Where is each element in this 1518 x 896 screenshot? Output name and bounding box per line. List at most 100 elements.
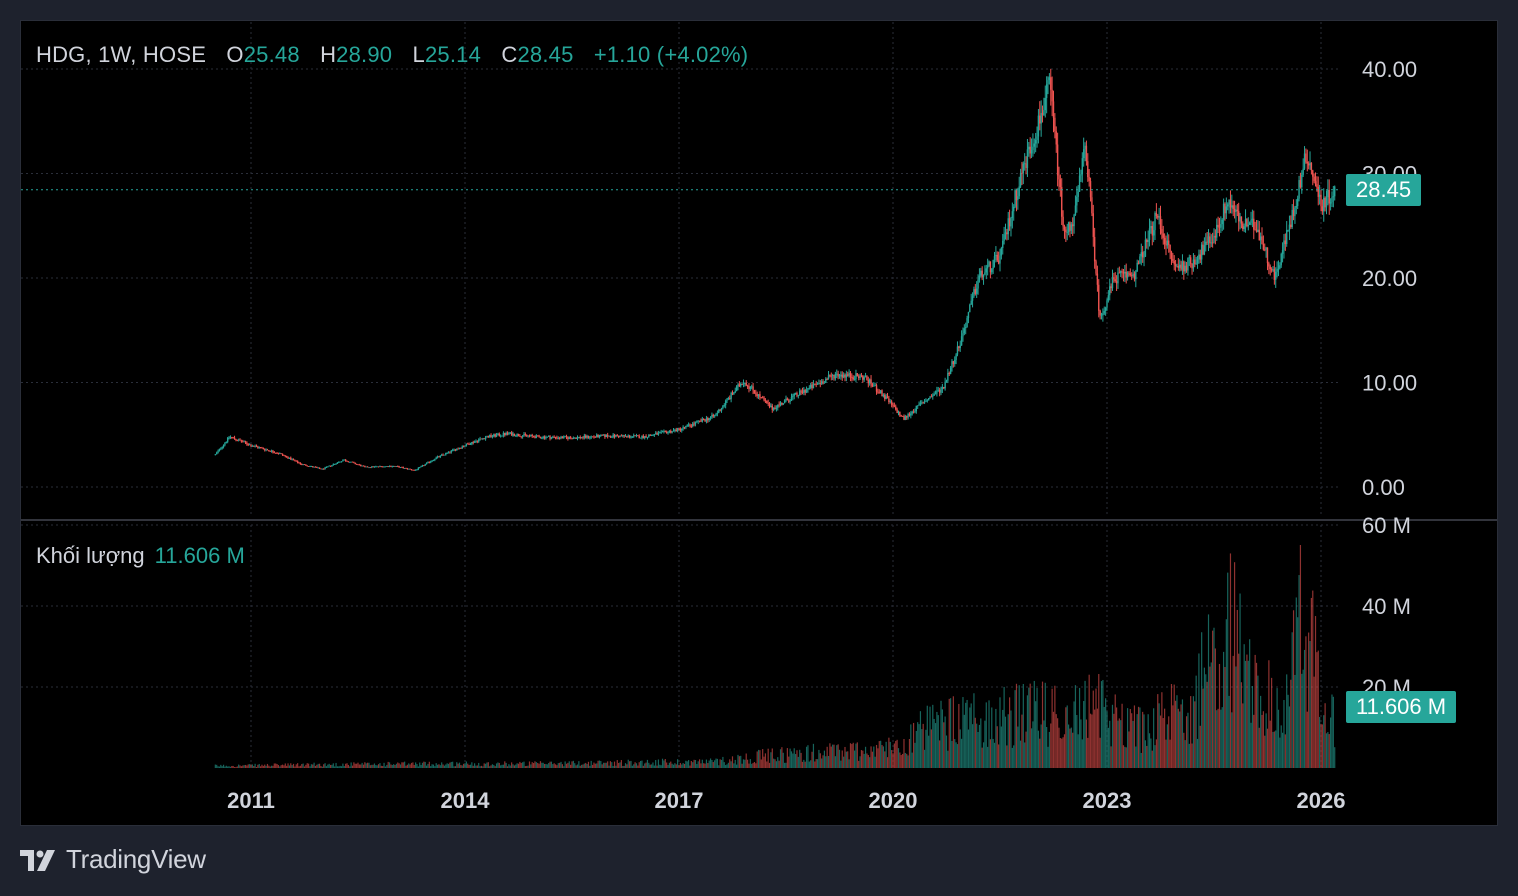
candle-body [332,464,335,466]
candle-body [377,466,380,468]
volume-bar [1015,683,1018,768]
candle-body [1298,180,1300,199]
tradingview-footer[interactable]: TradingView [20,844,206,875]
candle-body [665,431,668,434]
candle-body [475,440,477,442]
volume-bar [1294,674,1296,768]
volume-label[interactable]: Khối lượng [36,543,145,568]
volume-bar [1194,701,1196,768]
candle-body [1259,236,1262,241]
candle-body [886,396,889,399]
volume-bar [1043,720,1045,768]
candle-body [294,460,296,461]
candle-body [831,375,834,376]
candle-body [1303,153,1306,169]
candle-body [423,465,425,467]
volume-bar [1314,616,1317,768]
volume-bar [1244,660,1247,768]
volume-bar [734,759,736,768]
volume-bar [1316,652,1318,768]
candle-body [1062,216,1064,227]
volume-bar [306,763,308,768]
candle-body [837,373,839,377]
volume-bar [269,766,271,768]
volume-bar [397,762,399,768]
candle-body [1232,205,1234,209]
candle-body [521,435,524,437]
volume-bar [511,762,513,768]
candle-body [303,464,306,466]
candle-body [1248,222,1251,225]
volume-bar [781,747,783,768]
candle-body [966,318,968,328]
candle-body [365,466,367,468]
volume-bar [221,766,223,768]
candle-body [918,404,920,406]
volume-bar [1309,641,1311,768]
volume-bar [1028,687,1030,768]
volume-bar [896,739,898,768]
candle-body [815,383,817,385]
candle-body [321,468,324,470]
volume-bar [368,762,370,768]
volume-bar [903,739,905,768]
volume-bar [773,758,775,768]
volume-bar [930,729,933,768]
volume-bar [926,705,928,768]
candle-body [820,381,823,384]
candle-body [539,436,542,439]
volume-bar [893,743,895,768]
volume-bar [556,765,558,768]
candle-body [517,433,520,436]
volume-bar [535,762,537,768]
volume-bar [424,761,426,768]
candle-body [288,457,291,459]
volume-bar [279,766,281,768]
volume-bar [380,765,382,768]
candle-body [335,463,337,465]
volume-bar [539,761,542,768]
volume-bar [925,729,927,768]
volume-bar [559,762,561,768]
candle-body [383,466,385,468]
volume-bar [1169,739,1171,768]
volume-bar [1243,644,1245,768]
candle-body [1091,197,1093,214]
candle-body [1074,205,1077,215]
candle-body [431,460,433,462]
candle-body [951,361,953,368]
volume-bar [257,764,259,768]
volume-bar [744,759,746,768]
volume-bar [1121,703,1123,768]
candle-body [890,401,893,405]
volume-bar [310,764,312,768]
candle-body [307,466,310,467]
candle-body [819,383,821,384]
candle-body [1022,163,1025,174]
candle-body [922,402,924,404]
candle-body [1032,146,1034,150]
candle-body [484,437,487,440]
candle-body [904,416,907,420]
candle-body [351,461,354,463]
candle-body [1227,204,1229,207]
volume-bar [954,739,956,768]
volume-bar [605,762,607,768]
volume-bar [548,763,550,768]
candle-body [1077,191,1079,197]
candle-body [654,433,657,435]
candle-body [482,438,484,440]
candle-body [1187,257,1189,271]
volume-bar [646,759,649,768]
candle-body [1102,313,1104,316]
volume-bar [487,762,489,768]
volume-bar [427,763,429,768]
volume-bar [995,708,997,768]
candle-body [697,420,699,422]
candle-body [561,436,564,439]
symbol-label[interactable]: HDG, 1W, HOSE [36,42,207,67]
candle-body [295,460,297,462]
volume-bar [856,742,858,768]
candle-body [1106,300,1108,308]
